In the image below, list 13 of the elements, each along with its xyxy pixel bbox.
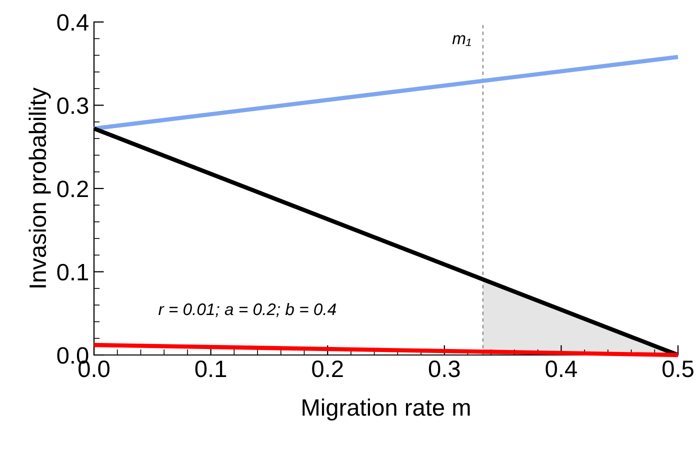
x-tick-label: 0.5 — [662, 360, 694, 378]
y-tick-label: 0.1 — [57, 264, 88, 281]
x-tick-label: 0.1 — [195, 360, 226, 378]
x-tick-label: 0.3 — [428, 360, 460, 378]
ref-line-label: m₁ — [452, 35, 471, 46]
x-tick-label: 0.2 — [312, 360, 343, 378]
y-tick-label: 0.4 — [57, 14, 88, 31]
y-tick-label: 0.2 — [57, 180, 88, 198]
x-axis-title: Migration rate m — [302, 398, 470, 421]
y-tick-label: 0.3 — [57, 97, 88, 114]
annotation: r = 0.01; a = 0.2; b = 0.4 — [158, 302, 336, 318]
y-axis-title: Invasion probability — [28, 87, 51, 288]
x-tick-label: 0.4 — [546, 360, 577, 378]
